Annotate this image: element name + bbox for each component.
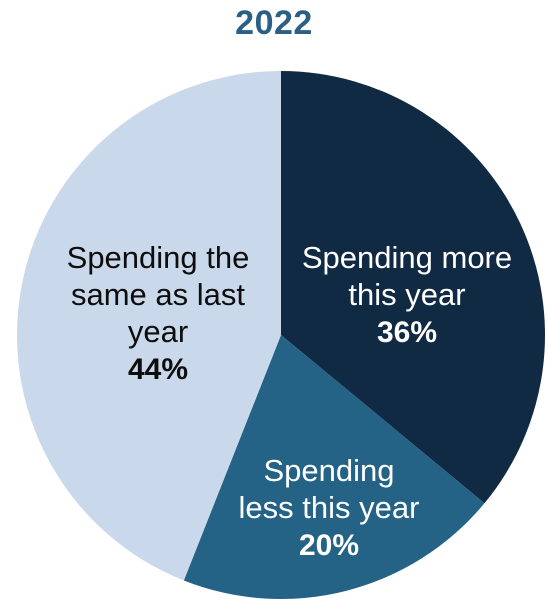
slice-value-label: 20% [299,529,359,562]
pie-slice [17,71,281,581]
slice-label: less this year [239,490,420,525]
slice-label: this year [348,277,465,312]
slice-value-label: 44% [128,353,188,386]
slice-label: Spending the [67,240,250,275]
slice-label: Spending [263,453,394,488]
slice-label: Spending more [302,240,512,275]
slice-label: same as last [71,277,245,312]
chart-title: 2022 [235,4,313,42]
pie-slice [281,71,546,504]
slice-label: year [128,314,188,349]
pie-slice [183,335,485,599]
slice-value-label: 36% [377,316,437,349]
